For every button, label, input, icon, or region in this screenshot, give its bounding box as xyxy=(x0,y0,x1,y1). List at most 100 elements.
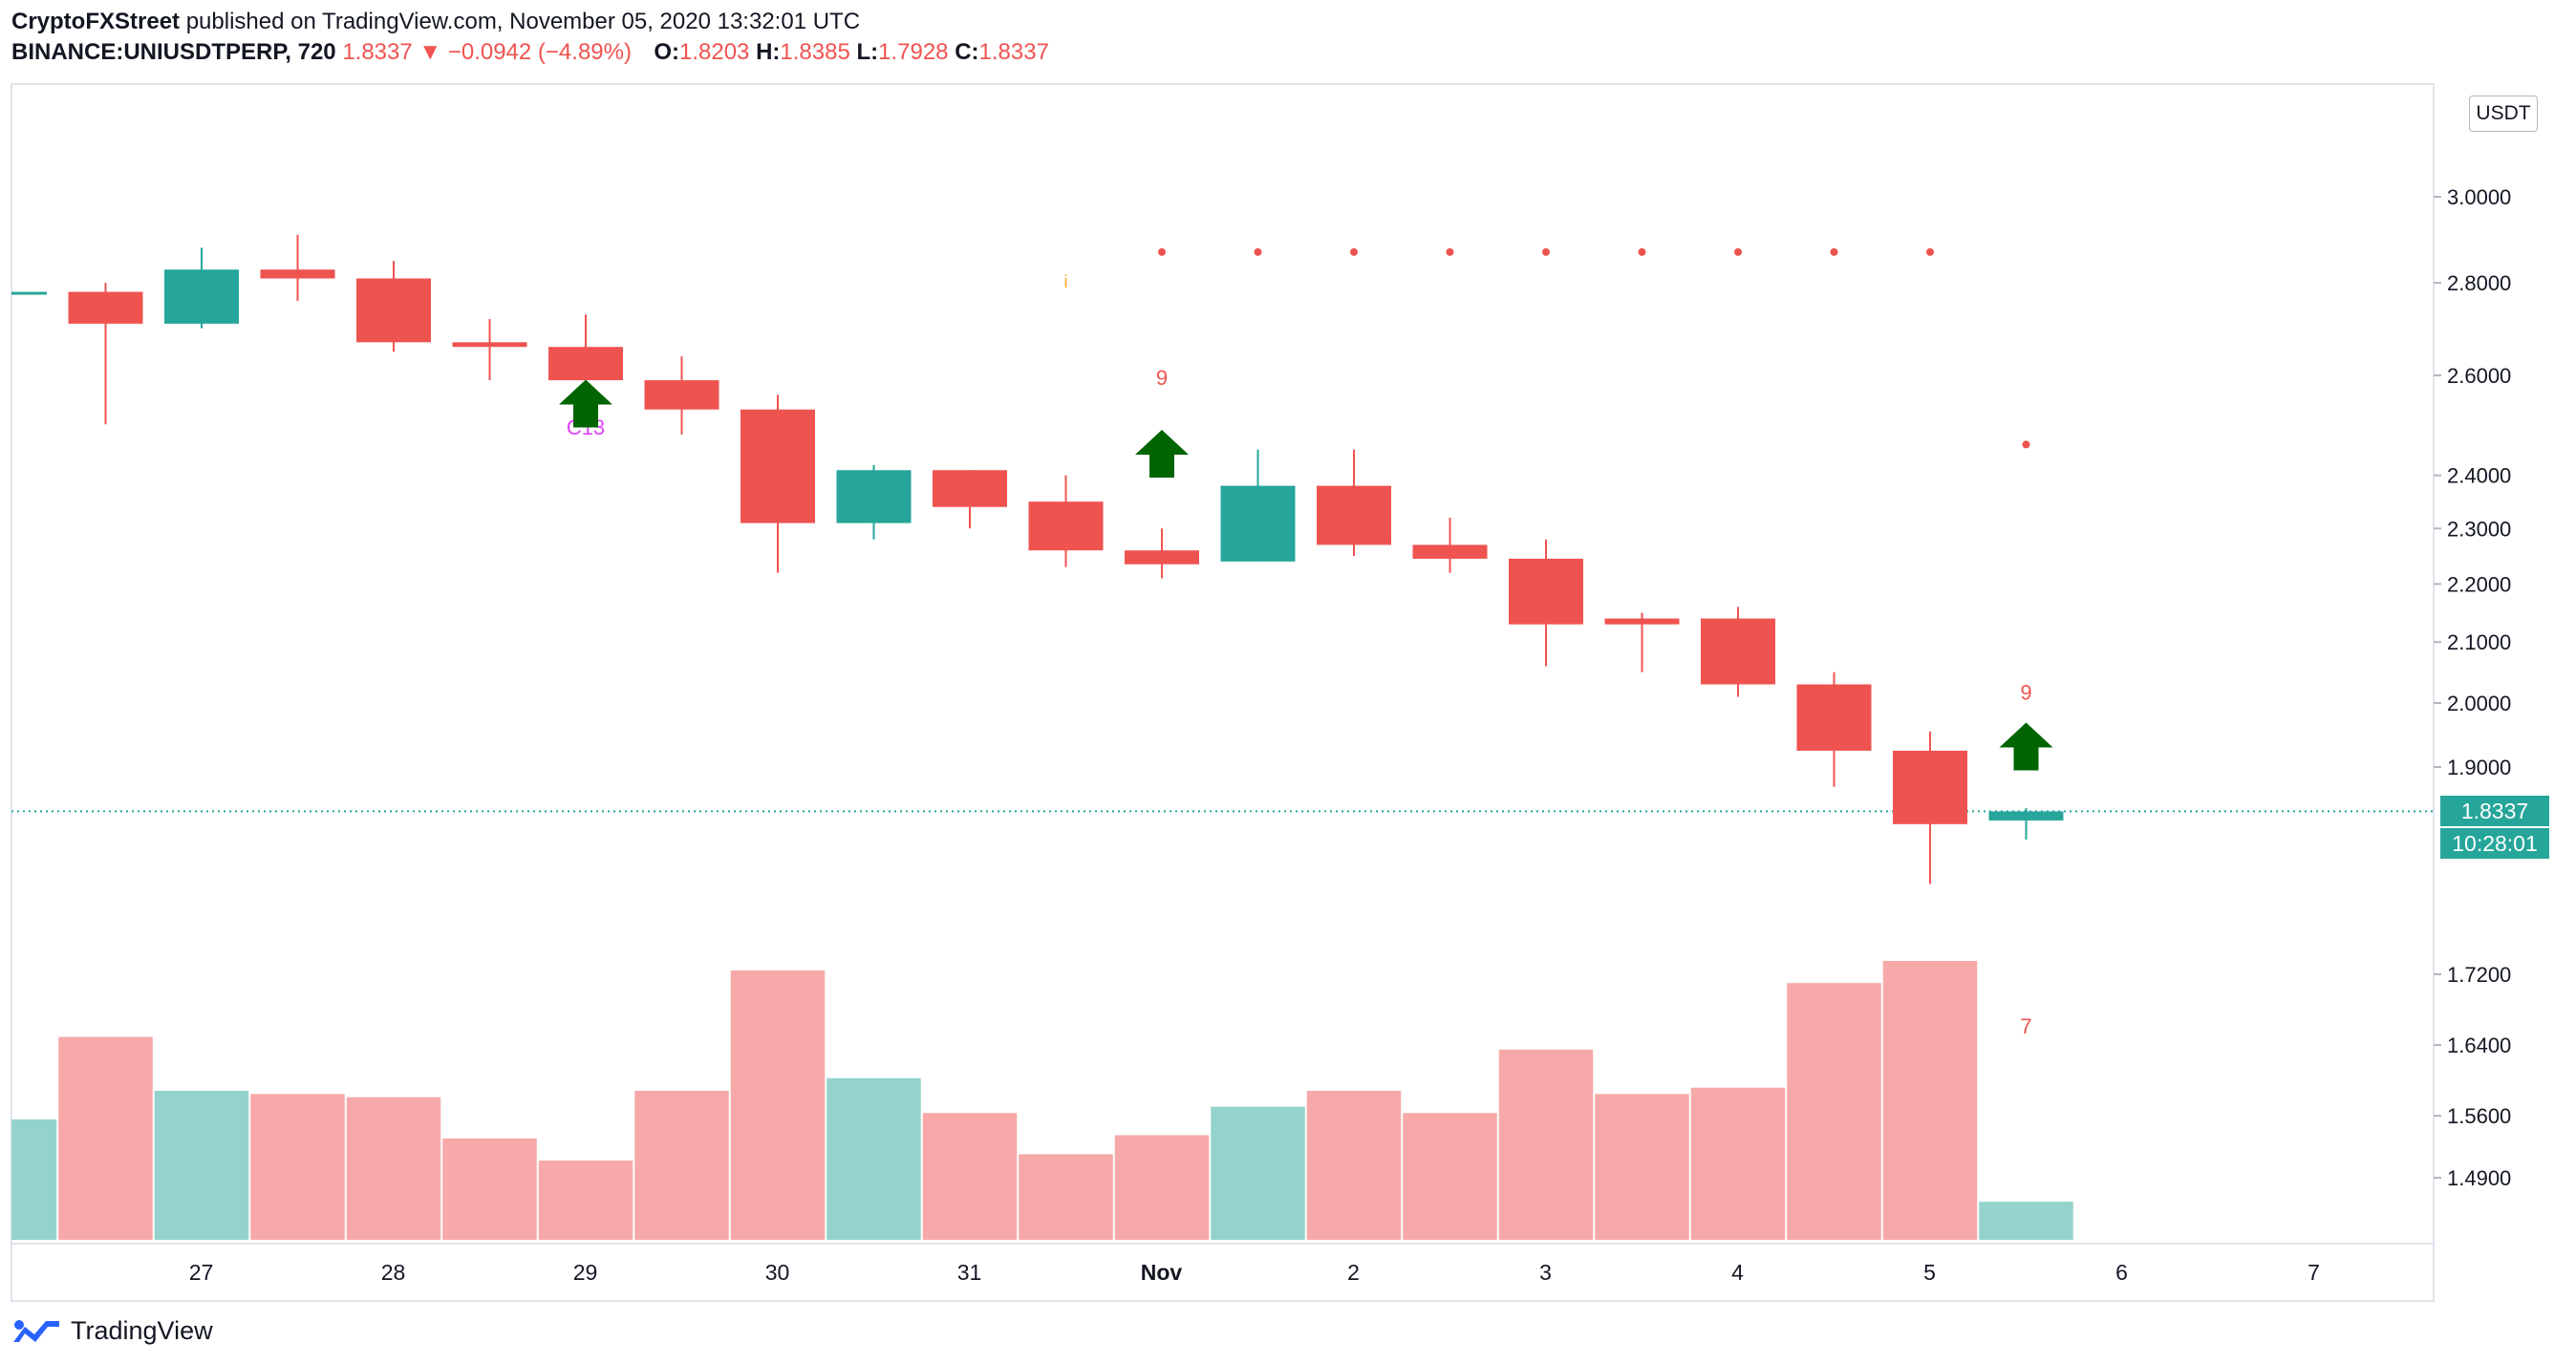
resistance-dot xyxy=(1350,247,1358,256)
volume-bars xyxy=(11,960,2073,1240)
candle-body xyxy=(452,342,527,348)
low-value: 1.7928 xyxy=(878,39,949,65)
chart-frame xyxy=(11,83,2435,1302)
candle-body xyxy=(644,380,719,410)
price-tick-label: 2.4000 xyxy=(2447,464,2511,488)
candle-body xyxy=(1509,558,1583,625)
low-label: L: xyxy=(856,39,879,65)
tradingview-brand: TradingView xyxy=(71,1316,213,1345)
publish-info: published on TradingView.com, November 0… xyxy=(185,9,861,34)
close-value: 1.8337 xyxy=(978,39,1049,65)
time-axis-box xyxy=(11,1243,2435,1302)
tradingview-logo[interactable]: TradingView xyxy=(11,1316,213,1346)
tradingview-icon xyxy=(13,1319,59,1342)
volume-bar xyxy=(1787,983,1881,1240)
candle-body xyxy=(1412,544,1488,559)
price-tick-label: 3.0000 xyxy=(2447,185,2511,209)
price-axis[interactable]: 3.0000 2.8000 2.6000 2.4000 2.3000 2.2000 2.10… xyxy=(2434,185,2511,1190)
candle-body xyxy=(1028,501,1104,551)
price-tick-label: 1.9000 xyxy=(2447,756,2511,779)
price-tick-label: 2.0000 xyxy=(2447,692,2511,715)
volume-bar xyxy=(11,1119,57,1240)
price-tick-label: 2.2000 xyxy=(2447,572,2511,596)
candle-body xyxy=(1893,750,1967,824)
time-tick-label: 4 xyxy=(1731,1260,1744,1285)
candle-body xyxy=(933,470,1007,507)
candle-body xyxy=(164,269,239,324)
candle-body xyxy=(11,291,47,295)
last-price: 1.8337 xyxy=(342,39,413,65)
candle-body xyxy=(1125,550,1199,565)
resistance-dot xyxy=(1542,247,1550,256)
candle-body xyxy=(68,291,143,324)
volume-bar xyxy=(1595,1094,1689,1240)
currency-badge[interactable]: USDT xyxy=(2469,96,2538,132)
resistance-dot xyxy=(1638,247,1646,256)
volume-bar xyxy=(442,1138,537,1240)
up-arrow-icon xyxy=(559,379,612,428)
setup-marker: i xyxy=(1064,272,1068,291)
volume-bar xyxy=(1403,1113,1497,1240)
time-axis[interactable]: 27 28 29 30 31 Nov 2 3 4 5 6 7 xyxy=(189,1260,2320,1285)
close-label: C: xyxy=(955,39,979,65)
high-label: H: xyxy=(756,39,781,65)
volume-bar xyxy=(538,1161,633,1240)
last-price-badge: 1.8337 xyxy=(2440,796,2549,827)
volume-bar xyxy=(826,1077,921,1240)
td-count-label: 9 xyxy=(1156,366,1168,390)
volume-bar xyxy=(250,1094,345,1240)
price-tick-label: 2.3000 xyxy=(2447,517,2511,541)
high-value: 1.8385 xyxy=(780,39,850,65)
open-value: 1.8203 xyxy=(678,39,750,65)
publish-line: CryptoFXStreet published on TradingView.… xyxy=(11,8,1049,36)
candle-body xyxy=(1701,618,1775,685)
candle-body xyxy=(1317,485,1391,545)
volume-bar xyxy=(1211,1106,1305,1240)
volume-bar xyxy=(1690,1087,1786,1240)
up-arrow-icon xyxy=(1135,430,1189,479)
price-tick-label: 2.6000 xyxy=(2447,364,2511,388)
resistance-dot xyxy=(1158,247,1166,256)
td-count-label: 7 xyxy=(2020,1014,2031,1038)
time-tick-label: 5 xyxy=(1923,1260,1936,1285)
resistance-dot xyxy=(2022,440,2030,449)
candles xyxy=(11,234,2064,884)
volume-bar xyxy=(1498,1049,1594,1240)
indicator-markers: C13i997 xyxy=(559,247,2053,1038)
time-tick-label: 28 xyxy=(381,1260,406,1285)
resistance-dot xyxy=(1830,247,1838,256)
candle-body xyxy=(1988,811,2064,821)
candle-body xyxy=(356,278,431,343)
price-tick-label: 1.6400 xyxy=(2447,1034,2511,1057)
candle-body xyxy=(260,269,335,279)
symbol-line: BINANCE:UNIUSDTPERP, 720 1.8337 ▼ −0.094… xyxy=(11,38,1049,67)
symbol-name[interactable]: BINANCE:UNIUSDTPERP, 720 xyxy=(11,39,336,65)
plot-border xyxy=(11,83,2435,1245)
up-arrow-icon xyxy=(1999,722,2053,771)
time-tick-label: 6 xyxy=(2115,1260,2128,1285)
price-change: −0.0942 (−4.89%) xyxy=(447,39,632,65)
down-triangle-icon: ▼ xyxy=(419,39,442,65)
open-label: O: xyxy=(654,39,679,65)
volume-bar xyxy=(922,1113,1018,1240)
volume-bar xyxy=(1882,960,1978,1240)
candle-body xyxy=(1796,684,1872,751)
volume-bar xyxy=(1019,1154,1113,1240)
price-tick-label: 2.8000 xyxy=(2447,271,2511,295)
volume-bar xyxy=(1306,1091,1402,1240)
price-tick-label: 1.4900 xyxy=(2447,1166,2511,1190)
bar-countdown-badge: 10:28:01 xyxy=(2440,828,2549,860)
price-tick-label: 1.7200 xyxy=(2447,963,2511,987)
resistance-dot xyxy=(1254,247,1262,256)
time-tick-label: 3 xyxy=(1539,1260,1552,1285)
volume-bar xyxy=(1114,1135,1210,1240)
publisher-name[interactable]: CryptoFXStreet xyxy=(11,9,181,34)
volume-bar xyxy=(154,1091,249,1240)
volume-bar xyxy=(1979,1202,2073,1240)
time-tick-label: 29 xyxy=(573,1260,598,1285)
price-tick-label: 2.1000 xyxy=(2447,630,2511,654)
resistance-dot xyxy=(1446,247,1454,256)
price-tick-label: 1.5600 xyxy=(2447,1104,2511,1128)
time-tick-label: 30 xyxy=(765,1260,790,1285)
